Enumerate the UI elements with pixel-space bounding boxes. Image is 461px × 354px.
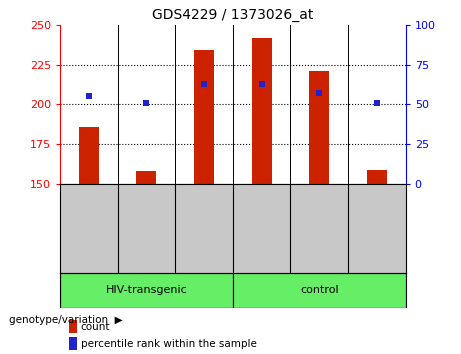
Bar	[79, 127, 99, 184]
Text: genotype/variation  ▶: genotype/variation ▶	[9, 315, 123, 325]
Bar	[194, 50, 214, 184]
Bar	[136, 171, 156, 184]
Bar	[367, 170, 387, 184]
Bar	[69, 337, 77, 350]
FancyBboxPatch shape	[233, 273, 406, 308]
Text: control: control	[300, 285, 338, 295]
Text: HIV-transgenic: HIV-transgenic	[106, 285, 187, 295]
FancyBboxPatch shape	[60, 273, 233, 308]
Bar	[309, 71, 329, 184]
Text: count: count	[81, 322, 110, 332]
Title: GDS4229 / 1373026_at: GDS4229 / 1373026_at	[152, 8, 313, 22]
Bar	[69, 320, 77, 333]
Text: percentile rank within the sample: percentile rank within the sample	[81, 339, 257, 349]
Bar	[252, 38, 272, 184]
